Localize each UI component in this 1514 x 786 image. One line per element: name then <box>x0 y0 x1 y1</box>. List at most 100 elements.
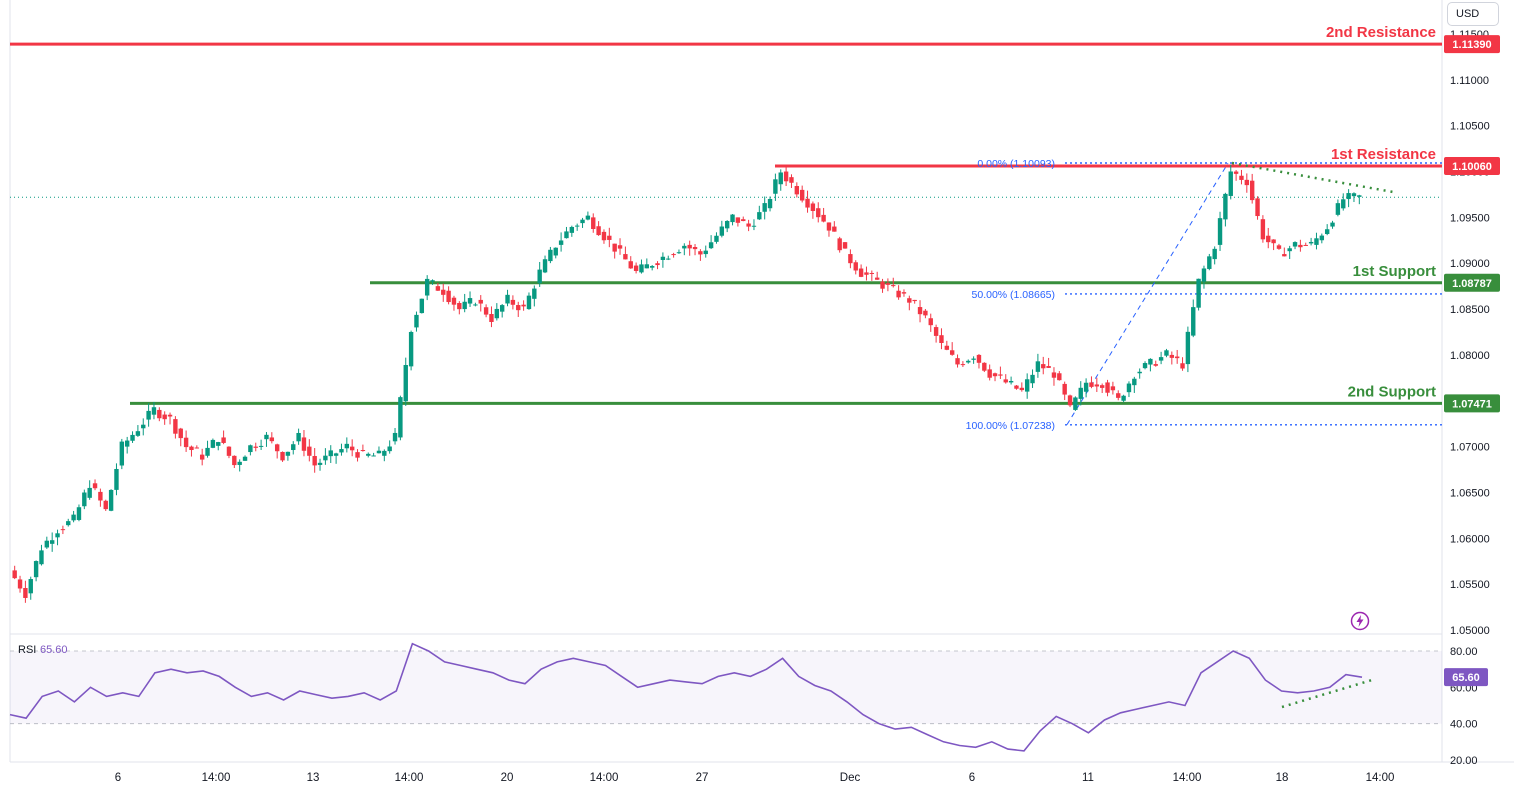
candle-body <box>1276 245 1282 249</box>
candle-body <box>639 264 644 273</box>
candle-body <box>1116 393 1121 398</box>
level-tag <box>1444 273 1500 292</box>
candle-body <box>248 445 253 453</box>
candle-body <box>933 327 939 336</box>
candle-body <box>666 258 671 260</box>
candle-body <box>205 447 210 456</box>
time-tick: 14:00 <box>202 772 231 784</box>
candle-body <box>762 203 767 212</box>
candle-body <box>371 455 376 457</box>
candle-body <box>730 214 735 223</box>
price-tick: 1.06000 <box>1450 533 1490 545</box>
price-tick: 1.07000 <box>1450 442 1490 454</box>
price-tick: 1.08000 <box>1450 350 1490 362</box>
candle-body <box>960 364 966 366</box>
candle-body <box>692 247 698 250</box>
candle-body <box>1041 364 1046 369</box>
rsi-value: 65.60 <box>40 644 68 656</box>
candle-body <box>307 446 312 456</box>
candle-body <box>880 281 885 289</box>
candle-body <box>1126 383 1132 393</box>
candle-body <box>499 305 505 312</box>
candle-body <box>832 226 837 232</box>
candle-body <box>398 397 403 438</box>
time-axis[interactable]: 6 14:00 13 14:00 20 14:00 27 Dec 6 11 14:00 18 14:00 <box>115 772 1395 784</box>
candle-body <box>157 409 162 419</box>
candle-body <box>671 254 676 256</box>
candle-body <box>408 331 414 367</box>
candle-body <box>1180 363 1185 369</box>
candle-body <box>542 259 548 273</box>
candle-body <box>221 437 226 443</box>
price-tick: 1.06500 <box>1450 487 1490 499</box>
level-label: 1st Support <box>1353 263 1436 280</box>
price-axis[interactable]: 1.115001.110001.105001.100001.095001.090… <box>1450 29 1490 637</box>
currency-button[interactable]: USD <box>1447 2 1499 26</box>
candle-body <box>1207 256 1212 269</box>
candle-body <box>489 314 494 322</box>
candle-body <box>162 414 167 420</box>
candle-body <box>907 298 912 303</box>
candle-body <box>837 238 842 251</box>
lightning-icon[interactable] <box>1350 611 1370 631</box>
candle-body <box>446 290 451 303</box>
candle-body <box>1024 379 1030 392</box>
candle-body <box>1239 175 1244 180</box>
candle-body <box>1201 268 1207 282</box>
candle-body <box>328 450 333 457</box>
candle-body <box>1121 395 1126 401</box>
candle-body <box>210 439 216 448</box>
candle-body <box>1324 229 1330 235</box>
candle-body <box>462 301 467 310</box>
price-tick: 1.05000 <box>1450 625 1490 637</box>
candle-body <box>1008 380 1014 383</box>
candle-body <box>521 304 526 307</box>
candle-body <box>344 443 350 449</box>
candle-body <box>216 442 221 446</box>
candle-body <box>660 256 666 260</box>
candle-body <box>366 453 371 456</box>
candle-body <box>189 446 194 451</box>
candle-body <box>526 295 532 310</box>
candle-body <box>226 446 232 456</box>
candle-body <box>387 446 392 452</box>
candle-body <box>623 254 628 260</box>
candle-body <box>789 177 794 183</box>
candle-body <box>135 431 141 436</box>
candle-body <box>473 304 478 306</box>
candle-body <box>553 247 558 256</box>
candle-body <box>39 550 44 565</box>
trendlines[interactable] <box>1231 161 1394 709</box>
candle-body <box>82 492 87 507</box>
candle-body <box>1164 350 1169 356</box>
candle-body <box>183 437 189 448</box>
candle-body <box>778 172 783 185</box>
candle-body <box>1346 193 1351 200</box>
level-lines: 2nd Resistance 1st Resistance 1st Support 2… <box>10 24 1442 405</box>
candle-body <box>253 446 258 448</box>
time-tick: 20 <box>501 772 514 784</box>
candle-body <box>1319 235 1325 241</box>
candle-body <box>349 446 355 451</box>
candle-body <box>360 450 366 452</box>
candle-body <box>1303 244 1308 246</box>
candle-body <box>430 280 435 282</box>
candle-body <box>130 434 135 441</box>
candle-body <box>842 242 848 249</box>
candle-body <box>1185 331 1191 365</box>
candle-body <box>23 588 28 598</box>
candle-body <box>703 250 708 255</box>
level-tag <box>1444 394 1500 413</box>
candle-body <box>1271 239 1276 244</box>
fibonacci-retracement[interactable]: 0.00% (1.10093) 50.00% (1.08665) 100.00% (… <box>966 158 1442 432</box>
candle-body <box>355 452 360 458</box>
time-tick: 11 <box>1082 772 1094 784</box>
candle-body <box>767 198 773 209</box>
candle-body <box>821 214 826 222</box>
candle-body <box>1083 382 1089 392</box>
candle-body <box>864 272 869 275</box>
candle-body <box>1314 238 1319 245</box>
candle-body <box>1298 244 1303 248</box>
